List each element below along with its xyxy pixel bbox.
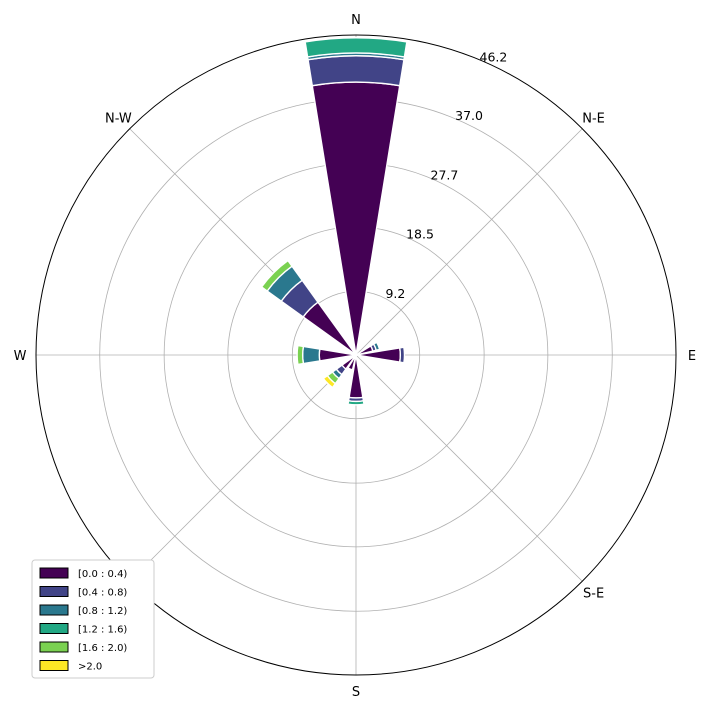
windrose-bar-segment [322,374,337,389]
windrose-bar-segment [260,259,294,293]
legend-label: [0.4 : 0.8) [78,588,127,599]
angular-gridline [129,354,357,582]
radial-tick-label: 18.5 [406,227,434,242]
legend-swatch [39,623,69,634]
direction-labels: N N-E E S-E S W N-W [14,13,697,700]
windrose-bars [260,37,408,406]
radial-tick-label: 46.2 [480,49,508,64]
radial-tick-label: 9.2 [385,286,405,301]
legend-label: [0.8 : 1.2) [78,606,127,617]
windrose-bar-segment [304,37,408,58]
radial-tick-labels: 9.2 18.5 27.7 37.0 46.2 [385,49,507,301]
angular-gridline [355,128,583,356]
legend-label: >2.0 [78,662,102,673]
direction-label: S-E [583,587,604,602]
windrose-bar-segment [296,344,305,366]
legend-swatch [39,586,69,597]
legend-swatch [39,604,69,616]
direction-label: N-E [582,111,605,126]
windrose-bar-segment [372,341,381,352]
direction-label: N-W [105,111,132,126]
legend: [0.0 : 0.4) [0.4 : 0.8) [0.8 : 1.2) [1.2 : … [31,559,155,679]
legend-label: [1.2 : 1.6) [78,625,127,636]
legend-swatch [39,567,69,579]
outer-ring [35,34,677,676]
windrose-bar-segment [398,346,406,364]
legend-label: [1.6 : 2.0) [78,643,127,654]
windrose-bar-segment [307,55,405,87]
radial-tick-label: 27.7 [431,168,459,183]
legend-swatch [39,641,69,653]
windrose-bar-segment [347,400,365,406]
direction-label: E [688,349,696,364]
angular-gridline [355,354,583,582]
legend-label: [0.0 : 0.4) [78,569,127,580]
direction-label: N [351,13,361,28]
windrose-bar-segment [301,345,321,365]
legend-swatch [39,660,69,671]
radial-tick-label: 37.0 [455,108,483,123]
direction-label: W [14,349,27,364]
direction-label: S [352,685,360,700]
